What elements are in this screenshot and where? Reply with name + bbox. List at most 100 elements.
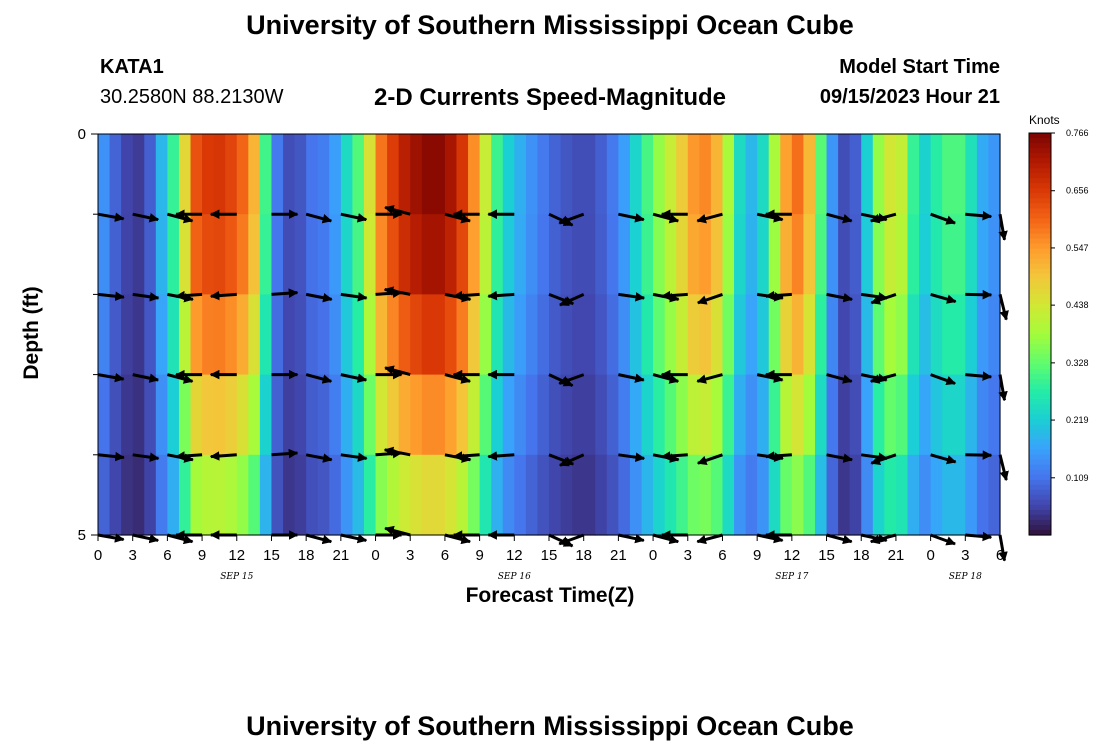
colorbar-segment [1029, 449, 1051, 456]
heatmap-cell [479, 214, 492, 295]
x-tick-label: 9 [198, 547, 206, 564]
heatmap-cell [942, 374, 955, 456]
heatmap-cell [710, 454, 724, 536]
heatmap-cell [202, 374, 215, 456]
heatmap-cell [421, 214, 434, 295]
heatmap-cell [294, 214, 307, 295]
current-vector [618, 452, 646, 462]
colorbar-segment [1029, 524, 1051, 531]
current-vector [209, 290, 237, 301]
heatmap-cell [653, 454, 666, 536]
heatmap-cell [514, 374, 527, 456]
heatmap-cell [606, 134, 619, 215]
heatmap-cell [583, 374, 596, 456]
current-vector [340, 533, 368, 544]
current-vector [305, 292, 333, 303]
heatmap-cell [965, 294, 978, 376]
heatmap-cell [525, 134, 539, 215]
current-vector [97, 451, 125, 462]
x-tick-label: 15 [818, 547, 835, 564]
heatmap-cell [676, 294, 689, 376]
heatmap-cell [942, 454, 955, 536]
model-start-time: 09/15/2023 Hour 21 [819, 86, 1000, 108]
heatmap-cell [433, 214, 446, 295]
heatmap-cell [294, 374, 307, 456]
heatmap-cell [468, 374, 481, 456]
colorbar-segment [1029, 173, 1051, 179]
colorbar-segment [1029, 414, 1051, 421]
heatmap-cell [872, 374, 885, 456]
x-tick-label: 15 [541, 547, 558, 564]
heatmap-cell [456, 294, 469, 376]
heatmap-cell [826, 214, 839, 295]
heatmap-cell [907, 214, 920, 295]
heatmap-cell [525, 214, 539, 295]
heatmap-cell [664, 294, 677, 376]
heatmap-cell [549, 214, 562, 295]
heatmap-cell [109, 294, 122, 376]
heatmap-cell [988, 134, 1001, 215]
heatmap-cell [757, 134, 770, 215]
current-vector [965, 371, 993, 381]
heatmap-cell [907, 134, 920, 215]
heatmap-cell [884, 374, 897, 456]
colorbar-segment [1029, 323, 1051, 330]
colorbar-segment [1029, 143, 1051, 149]
heatmap-cell [375, 214, 388, 295]
heatmap-cell [502, 294, 515, 376]
heatmap-cell [838, 454, 851, 536]
heatmap-cell [641, 294, 654, 376]
current-vector [132, 452, 160, 462]
current-vector [452, 451, 480, 461]
heatmap-cell [826, 374, 839, 456]
heatmap-cell [988, 294, 1001, 376]
heatmap-cell [271, 134, 284, 215]
colorbar-segment [1029, 233, 1051, 240]
heatmap-cell [942, 134, 955, 215]
heatmap-cell [98, 454, 111, 536]
current-vector [965, 210, 993, 221]
heatmap-cell [144, 454, 157, 536]
heatmap-cell [144, 134, 157, 215]
heatmap-cell [155, 134, 168, 215]
x-tick-label: 21 [610, 547, 627, 564]
heatmap-cell [109, 374, 122, 456]
heatmap-cell [953, 134, 966, 215]
current-vector [870, 453, 897, 465]
heatmap-cell [745, 454, 758, 536]
heatmap-cell [653, 134, 666, 215]
heatmap-cell [861, 374, 874, 456]
heatmap-cell [606, 454, 619, 536]
heatmap-cell [178, 454, 192, 536]
heatmap-cell [861, 134, 874, 215]
current-vector [97, 291, 125, 301]
heatmap-cell [271, 214, 284, 295]
colorbar-segment [1029, 218, 1051, 225]
x-tick-label: 21 [888, 547, 905, 564]
heatmap-cell [98, 134, 111, 215]
x-tick-label: 6 [718, 547, 726, 564]
heatmap-cell [745, 214, 758, 295]
x-tick-label: 6 [163, 547, 171, 564]
heatmap-cell [768, 374, 781, 456]
colorbar-tick-label: 0.438 [1066, 300, 1089, 310]
heatmap-cell [190, 454, 203, 536]
heatmap-cell [363, 214, 377, 295]
heatmap-cell [884, 294, 897, 376]
heatmap-cell [387, 294, 400, 376]
heatmap-cell [398, 374, 411, 456]
heatmap-cell [734, 214, 747, 295]
heatmap-cell [479, 294, 492, 376]
heatmap-cell [248, 454, 261, 536]
date-label: SEP 17 [775, 572, 808, 582]
heatmap-cell [514, 294, 527, 376]
current-vector [618, 373, 645, 383]
heatmap-cell [352, 454, 365, 536]
colorbar-segment [1029, 509, 1051, 516]
heatmap-cell [306, 374, 319, 456]
heatmap-cell [283, 214, 296, 295]
current-vector [487, 451, 515, 461]
heatmap-cell [757, 454, 770, 536]
heatmap-cell [572, 454, 585, 536]
colorbar-segment [1029, 404, 1051, 410]
